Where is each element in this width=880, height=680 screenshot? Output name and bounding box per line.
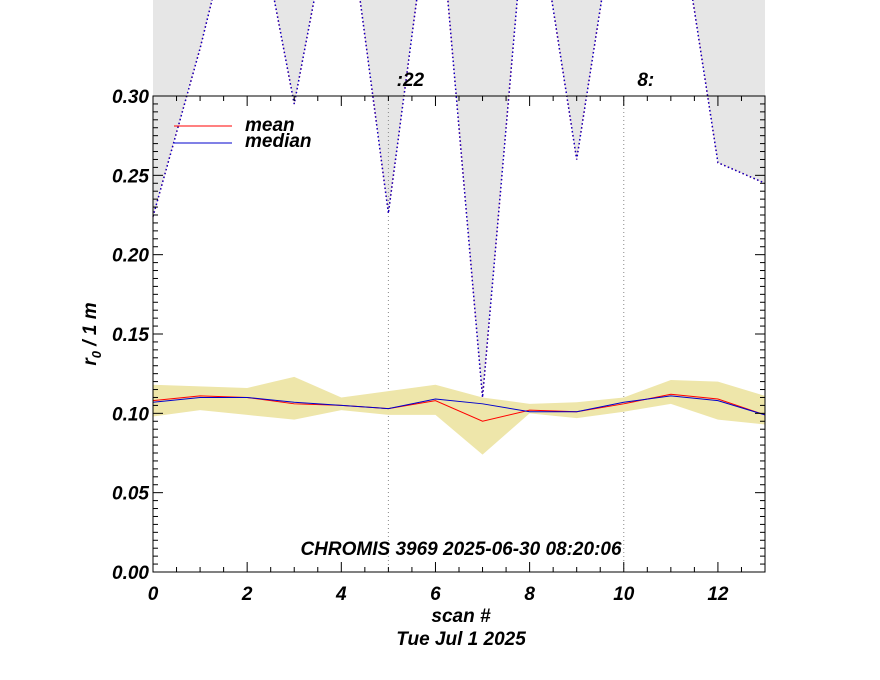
- y-tick-label: 0.00: [112, 563, 149, 584]
- y-tick-label: 0.30: [112, 87, 149, 108]
- x-tick-label: 12: [707, 584, 729, 605]
- inner-range-band-layer: [153, 376, 765, 455]
- inner-range-band: [153, 376, 765, 455]
- series-line-median: [153, 395, 765, 416]
- x-axis-title: scan #: [431, 606, 491, 627]
- series-layer: [153, 393, 765, 422]
- x-tick-label: 4: [335, 584, 347, 605]
- vertical-marker-layer: [387, 96, 625, 572]
- y-tick-label: 0.20: [112, 246, 149, 267]
- y-axis-title-main: r: [80, 357, 101, 366]
- plot-frame: [152, 95, 766, 573]
- y-axis-title-subscript: 0: [89, 350, 104, 358]
- y-axis-title: r0 / 1 m: [80, 302, 104, 365]
- chart-annotation: CHROMIS 3969 2025-06-30 08:20:06: [300, 539, 622, 560]
- plot-area: [153, 96, 765, 572]
- y-tick-label: 0.10: [112, 404, 149, 425]
- top-time-label: 8:: [637, 70, 654, 91]
- legend-median-label: median: [245, 131, 312, 152]
- y-axis-title-rest: / 1 m: [80, 302, 101, 351]
- y-tick-label: 0.05: [112, 484, 149, 505]
- x-tick-label: 8: [524, 584, 535, 605]
- legend-mean-label: mean: [245, 115, 295, 136]
- x-tick-label: 2: [241, 584, 253, 605]
- outer-range-band: [153, 0, 765, 398]
- outer-range-band-layer: [153, 0, 765, 398]
- x-tick-label: 0: [148, 584, 159, 605]
- x-tick-label: 6: [430, 584, 441, 605]
- date-label: Tue Jul 1 2025: [396, 629, 526, 650]
- legend: mean median: [174, 115, 312, 152]
- x-tick-label: 10: [613, 584, 635, 605]
- top-time-labels: :22 8:: [397, 70, 655, 91]
- y-tick-label: 0.25: [112, 166, 149, 187]
- axes: 0 2 4 6 8 10 12 0.00 0.05 0.10 0.15 0.20 0.25 0.30: [112, 87, 766, 605]
- y-tick-label: 0.15: [112, 325, 149, 346]
- top-time-label: :22: [397, 70, 425, 91]
